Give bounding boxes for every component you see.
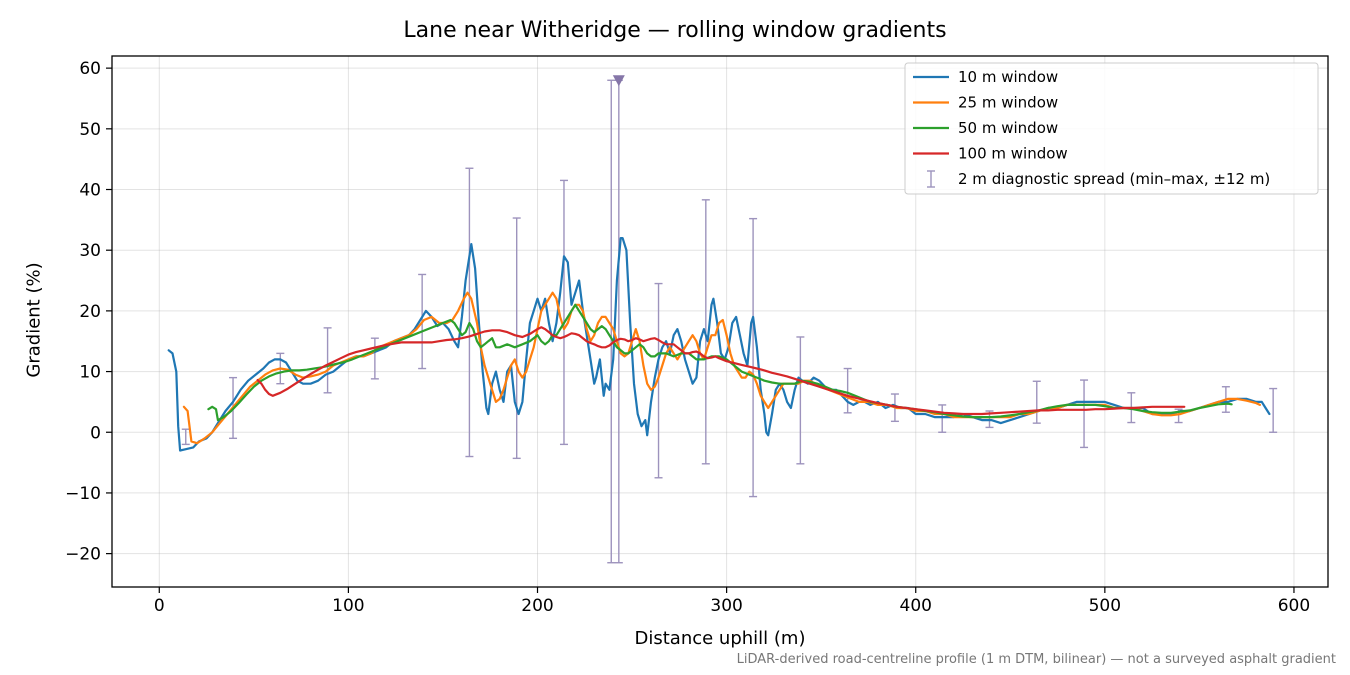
errorbar bbox=[559, 179, 568, 446]
legend-label: 2 m diagnostic spread (min–max, ±12 m) bbox=[958, 170, 1270, 188]
y-tick-label: −10 bbox=[65, 484, 101, 504]
errorbar bbox=[512, 217, 521, 460]
errorbar bbox=[607, 79, 616, 564]
errorbar bbox=[749, 217, 758, 498]
series-line-2 bbox=[182, 291, 1261, 445]
legend-label: 25 m window bbox=[958, 94, 1058, 112]
legend-label: 100 m window bbox=[958, 145, 1068, 163]
series-line-4 bbox=[256, 326, 1186, 416]
axes-frame bbox=[111, 55, 1329, 588]
y-tick-label: 20 bbox=[79, 302, 101, 322]
x-tick-label: 100 bbox=[332, 596, 364, 616]
errorbar bbox=[843, 367, 852, 414]
x-tick-label: 200 bbox=[521, 596, 553, 616]
errorbar-group bbox=[181, 79, 1278, 564]
x-tick-label: 500 bbox=[1089, 596, 1121, 616]
errorbar bbox=[370, 337, 379, 380]
legend-box bbox=[904, 62, 1319, 195]
errorbar bbox=[181, 428, 190, 446]
legend-item: 50 m window bbox=[913, 119, 1058, 137]
errorbar bbox=[654, 282, 663, 479]
errorbar bbox=[1269, 387, 1278, 433]
errorbar bbox=[323, 327, 332, 394]
errorbar bbox=[1032, 380, 1041, 424]
series-line-3 bbox=[207, 303, 1233, 422]
y-tick-label: 60 bbox=[79, 59, 101, 79]
y-tick-label: 10 bbox=[79, 363, 101, 383]
legend-item: 100 m window bbox=[913, 145, 1068, 163]
x-tick-label: 0 bbox=[154, 596, 165, 616]
errorbar bbox=[1080, 379, 1089, 449]
errorbar bbox=[465, 167, 474, 458]
marker-triangle bbox=[612, 75, 625, 87]
x-tick-label: 600 bbox=[1278, 596, 1310, 616]
y-tick-label: 30 bbox=[79, 241, 101, 261]
legend-label: 50 m window bbox=[958, 119, 1058, 137]
chart-title: Lane near Witheridge — rolling window gr… bbox=[403, 18, 947, 43]
y-axis-label: Gradient (%) bbox=[23, 262, 45, 378]
legend-label: 10 m window bbox=[958, 68, 1058, 86]
x-tick-label: 300 bbox=[710, 596, 742, 616]
x-tick-label: 400 bbox=[900, 596, 932, 616]
y-tick-label: −20 bbox=[65, 545, 101, 565]
footnote: LiDAR-derived road-centreline profile (1… bbox=[736, 652, 1336, 667]
errorbar bbox=[796, 336, 805, 465]
y-tick-label: 40 bbox=[79, 181, 101, 201]
legend: 10 m window 25 m window 50 m window 100 m w… bbox=[904, 62, 1319, 195]
legend-item: 2 m diagnostic spread (min–max, ±12 m) bbox=[927, 170, 1270, 188]
x-axis-label: Distance uphill (m) bbox=[634, 628, 806, 649]
legend-item: 10 m window bbox=[913, 68, 1058, 86]
errorbar bbox=[938, 404, 947, 433]
legend-item: 25 m window bbox=[913, 94, 1058, 112]
y-tick-label: 50 bbox=[79, 120, 101, 140]
y-tick-label: 0 bbox=[90, 423, 101, 443]
series-line-1 bbox=[167, 237, 1271, 452]
